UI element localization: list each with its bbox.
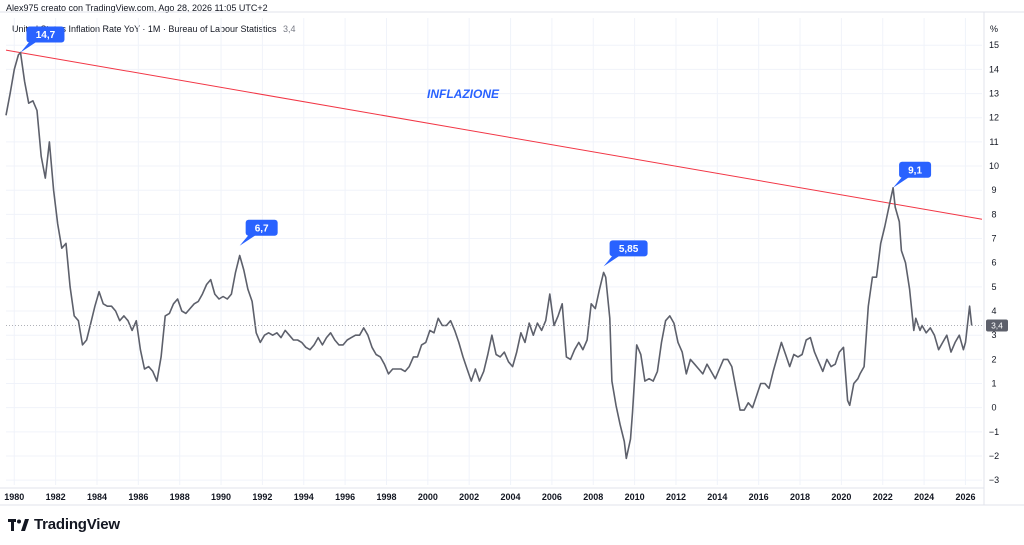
inflazione-annotation: INFLAZIONE (427, 87, 500, 101)
callout-pointer (603, 254, 622, 267)
trendline[interactable] (5, 49, 983, 220)
callout-pointer (239, 233, 258, 246)
x-tick-label: 1994 (294, 492, 314, 502)
x-tick-label: 1998 (376, 492, 396, 502)
brand-name: TradingView (34, 516, 120, 533)
x-tick-label: 2010 (625, 492, 645, 502)
y-tick-label: 7 (991, 234, 996, 244)
callout-pointer (20, 40, 39, 53)
callouts-layer: 14,7 6,7 5,85 9,1 (20, 26, 932, 267)
callout-box (609, 240, 648, 257)
y-tick-label: 3 (991, 330, 996, 340)
y-tick-label: 12 (989, 113, 999, 123)
x-tick-label: 1988 (170, 492, 190, 502)
axis-frame (0, 11, 1024, 506)
callout-box (26, 26, 65, 43)
author-line: Alex975 creato con TradingView.com, Ago … (6, 3, 268, 13)
x-tick-label: 2008 (583, 492, 603, 502)
x-tick-label: 2002 (459, 492, 479, 502)
y-tick-label: 2 (991, 354, 996, 364)
x-tick-label: 2022 (873, 492, 893, 502)
series-title: United States Inflation Rate YoY · 1M · … (12, 24, 277, 34)
y-tick-label: −2 (989, 451, 999, 461)
axis-unit: % (990, 24, 999, 34)
series-layer (5, 51, 973, 460)
y-tick-label: 6 (991, 258, 996, 268)
x-tick-label: 2024 (914, 492, 934, 502)
x-axis-ticks: 1980 1982 1984 1986 1988 1990 1992 1994 1996 1998… (4, 492, 975, 502)
y-tick-label: 15 (989, 40, 999, 50)
footer-brand[interactable]: TradingView (8, 516, 120, 533)
y-tick-label: 9 (991, 185, 996, 195)
callout-9-1[interactable]: 9,1 (893, 161, 932, 188)
x-tick-label: 1992 (252, 492, 272, 502)
callout-14-7[interactable]: 14,7 (20, 26, 65, 53)
x-tick-label: 2012 (666, 492, 686, 502)
y-tick-label: 0 (991, 403, 996, 413)
x-tick-label: 2020 (831, 492, 851, 502)
callout-box (245, 219, 278, 236)
x-tick-label: 2018 (790, 492, 810, 502)
y-tick-label: 5 (991, 282, 996, 292)
callout-6-7[interactable]: 6,7 (239, 219, 278, 246)
x-tick-label: 2016 (749, 492, 769, 502)
y-tick-label: 1 (991, 379, 996, 389)
callout-box (899, 161, 932, 178)
callout-pointer (893, 175, 912, 188)
x-tick-label: 1982 (46, 492, 66, 502)
x-tick-label: 1996 (335, 492, 355, 502)
y-tick-label: 10 (989, 161, 999, 171)
y-tick-label: −1 (989, 427, 999, 437)
tradingview-logo-icon (8, 518, 29, 531)
callout-label: 5,85 (619, 244, 639, 255)
grid-lines (6, 18, 982, 485)
x-tick-label: 2014 (707, 492, 727, 502)
callout-label: 6,7 (255, 223, 269, 234)
x-tick-label: 1984 (87, 492, 107, 502)
x-tick-label: 1980 (4, 492, 24, 502)
y-tick-label: 8 (991, 209, 996, 219)
y-tick-label: 13 (989, 89, 999, 99)
x-tick-label: 2000 (418, 492, 438, 502)
x-tick-label: 1990 (211, 492, 231, 502)
x-tick-label: 2006 (542, 492, 562, 502)
series-last-value: 3,4 (283, 24, 296, 34)
x-tick-label: 1986 (128, 492, 148, 502)
series-legend[interactable]: United States Inflation Rate YoY · 1M · … (12, 24, 296, 34)
y-tick-label: −3 (989, 475, 999, 485)
callout-label: 14,7 (36, 30, 56, 41)
x-tick-label: 2026 (955, 492, 975, 502)
series-line[interactable] (5, 51, 973, 460)
y-tick-label: 4 (991, 306, 996, 316)
last-value-tag-label: 3,4 (991, 321, 1003, 331)
callout-5-85[interactable]: 5,85 (603, 240, 648, 267)
callout-label: 9,1 (908, 165, 922, 176)
x-tick-label: 2004 (501, 492, 521, 502)
y-tick-label: 11 (989, 137, 998, 147)
last-price-tag: 3,4 (6, 319, 1008, 332)
y-tick-label: 14 (989, 64, 999, 74)
trendline-layer (5, 49, 983, 220)
last-value-tag-bg (986, 319, 1008, 332)
